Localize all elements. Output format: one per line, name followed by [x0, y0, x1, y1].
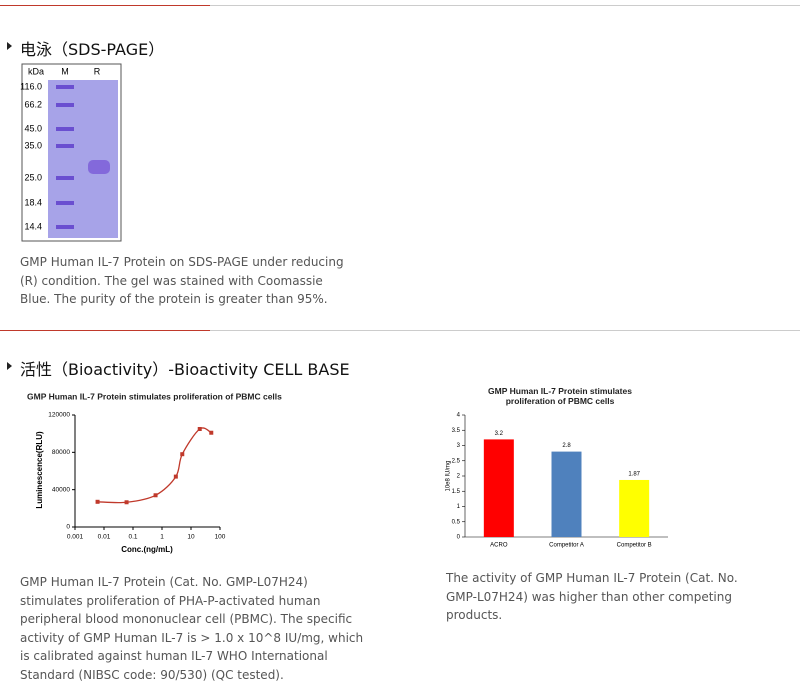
heading: 电泳（SDS-PAGE） [20, 40, 165, 59]
x-tick-label: 0.01 [98, 534, 111, 541]
marker-band [56, 103, 74, 107]
heading: 活性（Bioactivity）-Bioactivity CELL BASE [20, 360, 350, 379]
x-tick-label: 0.001 [67, 534, 84, 541]
y-tick-label: 4 [457, 413, 461, 419]
marker-label: 18.4 [24, 197, 42, 207]
marker-label: 35.0 [24, 140, 42, 150]
bullet [7, 42, 12, 50]
x-axis-label: Conc.(ng/mL) [121, 545, 173, 554]
marker-band [56, 225, 74, 229]
marker-label: 25.0 [24, 172, 42, 182]
y-tick-label: 1.5 [452, 489, 461, 495]
x-tick-label: 1 [160, 534, 164, 541]
point [197, 427, 202, 431]
marker-band [56, 85, 74, 89]
y-tick-label: 0 [457, 535, 461, 541]
y-tick-label: 2 [457, 474, 461, 480]
gel-unit: kDa [28, 66, 44, 76]
point [173, 474, 178, 479]
caption: GMP Human IL-7 Protein (Cat. No. GMP-L07… [20, 575, 364, 682]
point [180, 452, 185, 457]
marker-band [56, 144, 74, 148]
lane-label: R [94, 66, 101, 76]
x-tick-label: 10 [187, 534, 195, 541]
marker-label: 14.4 [24, 221, 42, 231]
point [95, 499, 100, 504]
sample-band [88, 160, 110, 174]
y-axis-label: 10e8 IU/mg [446, 460, 452, 491]
y-tick-label: 40000 [52, 486, 70, 493]
x-tick-label: 0.1 [128, 534, 137, 541]
caption: The activity of GMP Human IL-7 Protein (… [446, 571, 738, 622]
caption: GMP Human IL-7 Protein on SDS-PAGE under… [20, 255, 344, 306]
bar [619, 479, 650, 537]
fit-curve [97, 427, 212, 504]
y-axis-label: Luminescence(RLU) [35, 431, 44, 509]
y-tick-label: 3 [457, 443, 461, 449]
chart-title: GMP Human IL-7 Protein stimulates prolif… [27, 391, 282, 401]
marker-label: 45.0 [24, 123, 42, 133]
x-tick-label: Competitor B [617, 543, 652, 549]
point [153, 493, 158, 498]
value-label: 3.2 [495, 431, 504, 437]
point [124, 500, 129, 505]
x-tick-label: Competitor A [549, 543, 584, 549]
x-tick-label: 100 [215, 534, 226, 541]
y-tick-label: 80000 [52, 449, 70, 456]
value-label: 2.8 [562, 443, 571, 449]
bar [551, 451, 582, 537]
y-tick-label: 3.5 [452, 428, 461, 434]
value-label: 1.87 [628, 472, 640, 478]
marker-label: 66.2 [24, 99, 42, 109]
divider [0, 5, 800, 6]
y-tick-label: 120000 [48, 412, 70, 419]
marker-band [56, 176, 74, 180]
chart-title: GMP Human IL-7 Protein stimulates prolif… [488, 386, 632, 406]
marker-label: 116.0 [20, 81, 42, 91]
marker-band [56, 127, 74, 131]
x-tick-label: ACRO [490, 543, 508, 549]
point [209, 430, 214, 435]
bullet [7, 362, 12, 370]
y-tick-label: 0.5 [452, 519, 461, 525]
y-tick-label: 1 [457, 504, 461, 510]
lane-label: M [61, 66, 69, 76]
marker-band [56, 201, 74, 205]
y-tick-label: 0 [66, 524, 70, 531]
divider [0, 330, 800, 331]
y-tick-label: 2.5 [452, 458, 461, 464]
bar [483, 439, 514, 537]
